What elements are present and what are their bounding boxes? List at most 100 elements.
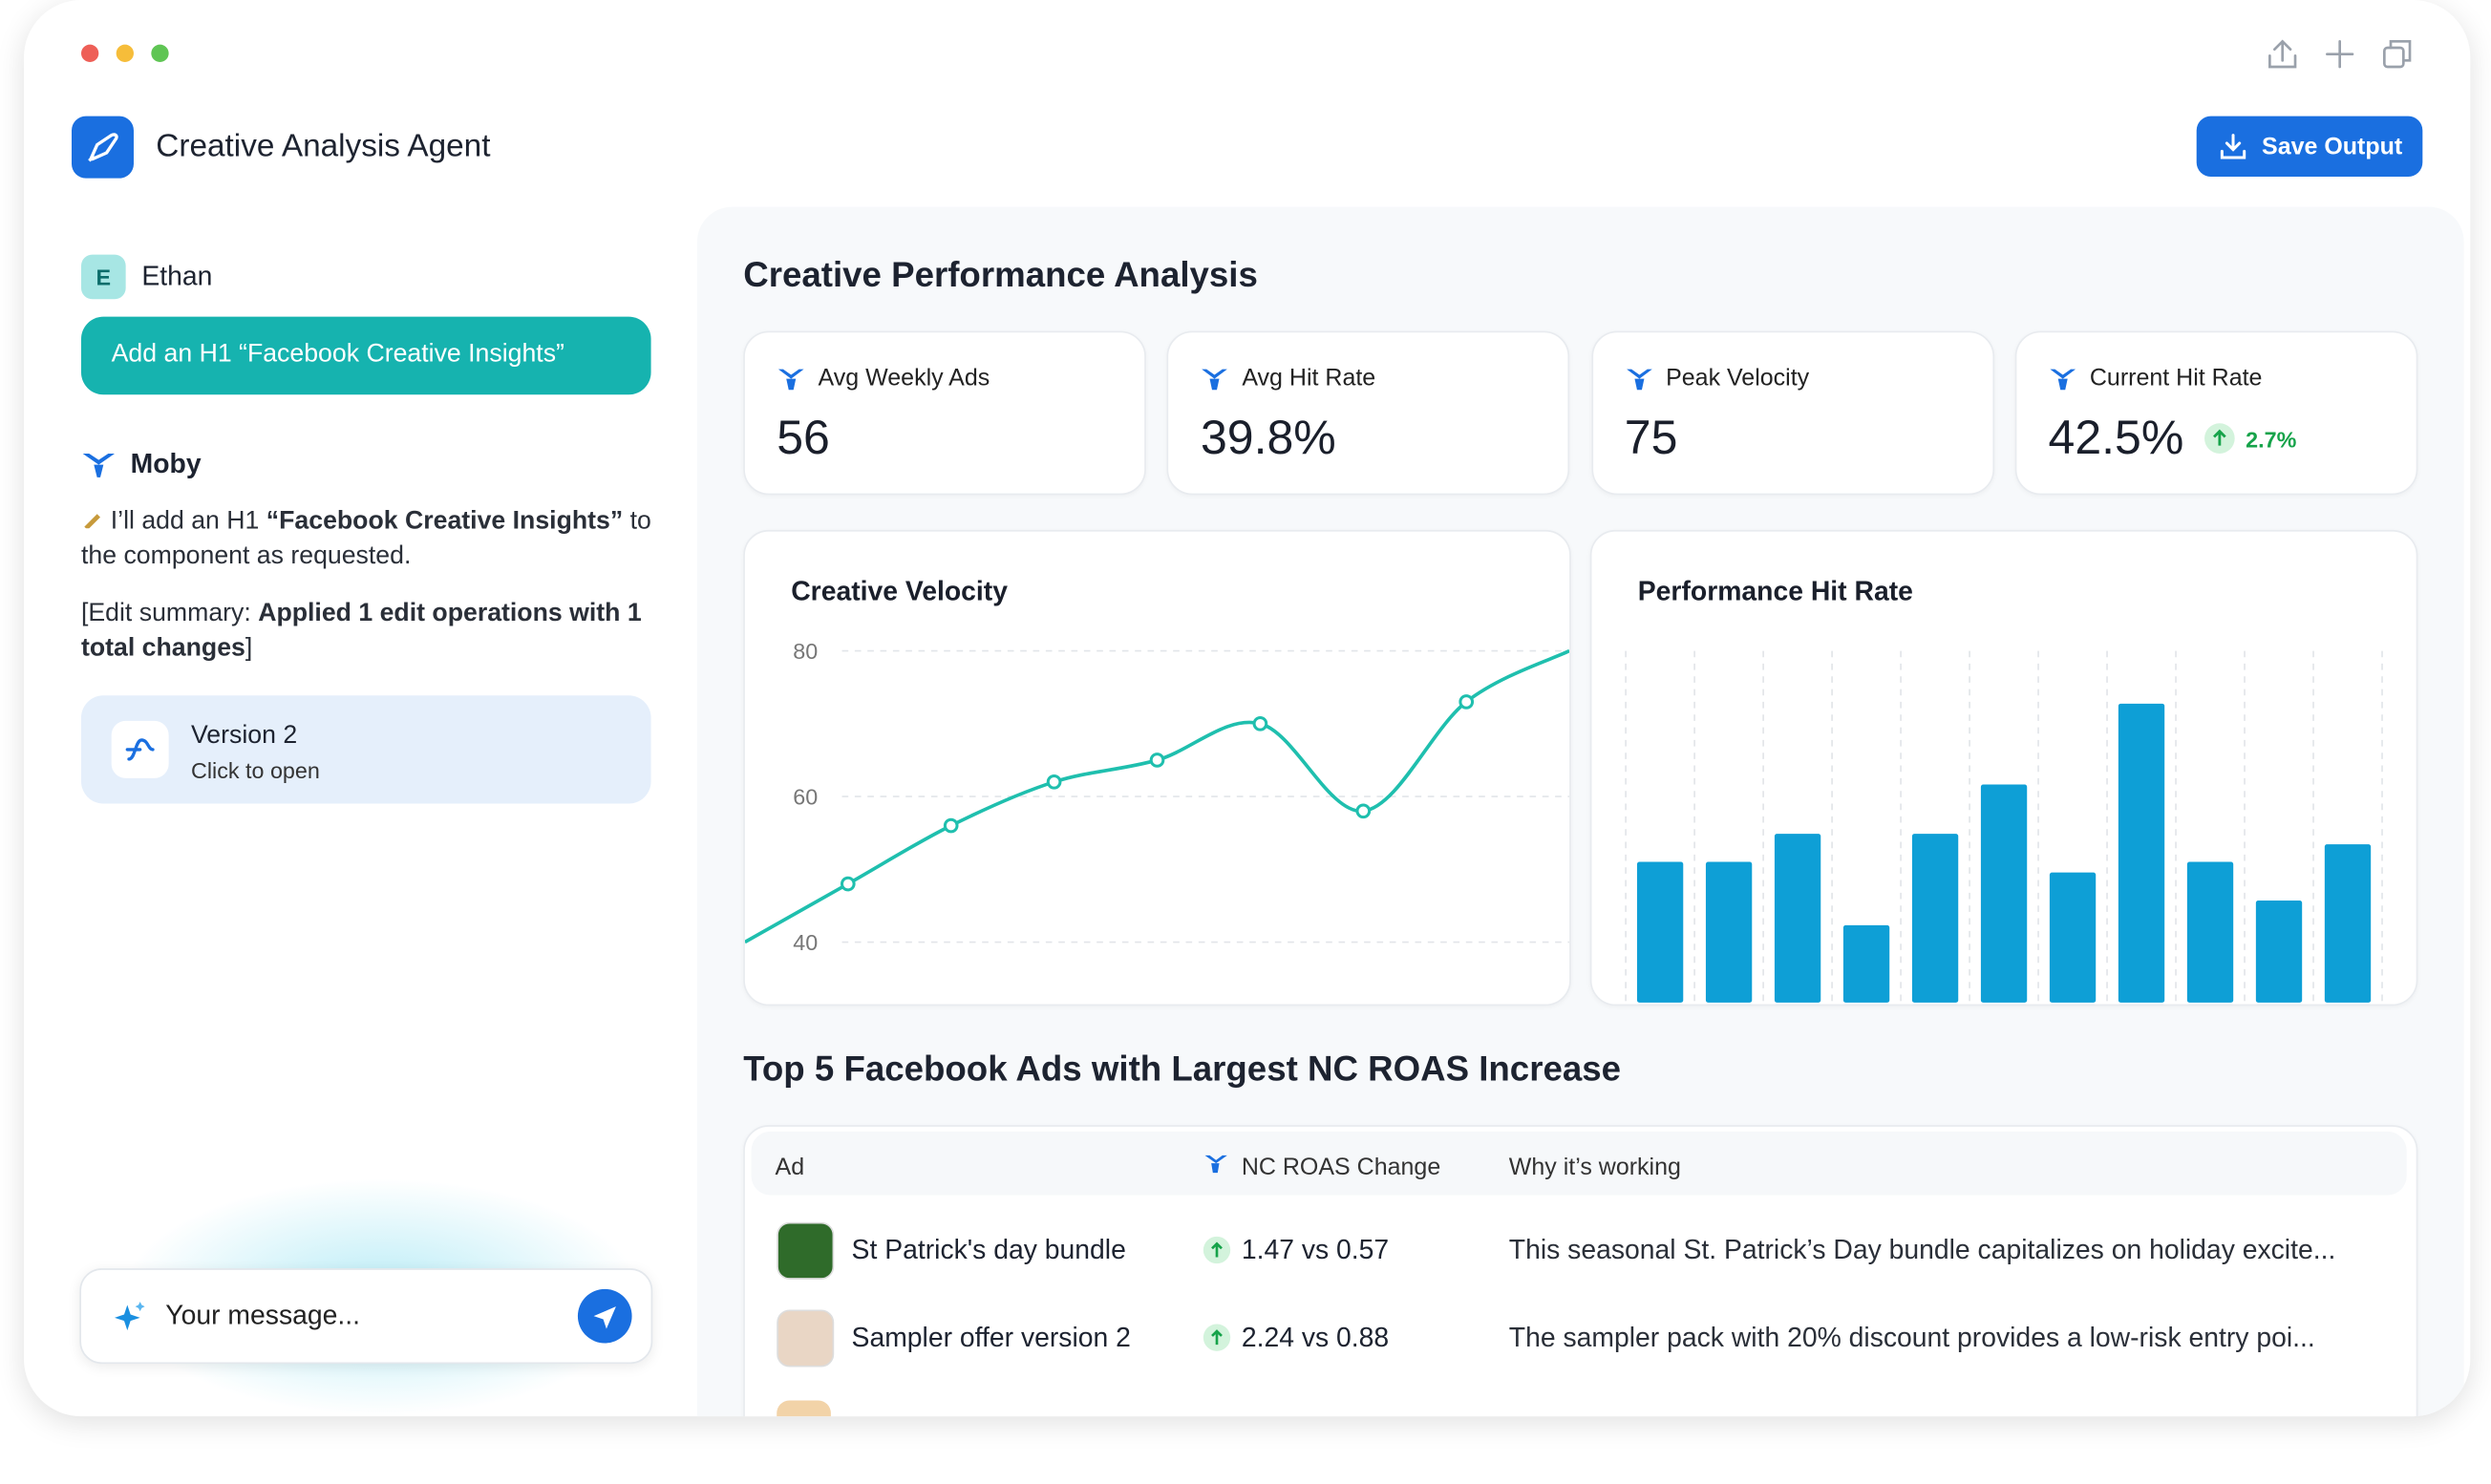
chart-title: Creative Velocity: [791, 576, 1008, 606]
y-tick-label: 80: [793, 639, 818, 664]
send-button[interactable]: [577, 1288, 632, 1344]
version-icon: [111, 720, 169, 778]
bar: [2186, 861, 2234, 1003]
save-button[interactable]: Save Output: [2196, 116, 2423, 177]
point: [1458, 694, 1475, 710]
kpi-label: Peak Velocity: [1666, 364, 1810, 392]
version-card[interactable]: Version 2 Click to open: [80, 695, 651, 804]
save-label: Save Output: [2262, 133, 2403, 161]
y-tick-label: 60: [793, 784, 818, 809]
bar: [1980, 784, 2028, 1003]
ad-thumbnail: [777, 1400, 831, 1417]
version-title: Version 2: [190, 722, 298, 750]
kpi-card: Peak Velocity 75: [1590, 330, 1994, 496]
point: [943, 817, 959, 834]
edit-summary: [Edit summary: Applied 1 edit operations…: [81, 597, 662, 667]
ads-table: Ad NC ROAS Change Why it’s working St Pa…: [743, 1125, 2418, 1417]
input-placeholder: Your message...: [165, 1300, 361, 1331]
table-header: Ad NC ROAS Change Why it’s working: [751, 1131, 2407, 1196]
message-input[interactable]: Your message...: [79, 1268, 653, 1365]
section-title: Creative Performance Analysis: [743, 254, 1258, 295]
point: [1252, 715, 1268, 731]
ad-thumbnail: [777, 1221, 835, 1280]
kpi-value: 56: [777, 412, 830, 465]
ad-name: St Patrick's day bundle: [851, 1235, 1126, 1265]
text: Applied 1 edit operations with 1 total c…: [80, 600, 642, 663]
bar: [2255, 901, 2303, 1003]
sparkle-icon: [114, 1302, 145, 1331]
maximize-dot[interactable]: [151, 44, 169, 62]
download-icon: [2220, 134, 2246, 159]
kpi-label: Current Hit Rate: [2089, 364, 2263, 392]
reason: The sampler pack with 20% discount provi…: [1508, 1322, 2315, 1353]
bar: [2118, 703, 2165, 1003]
user-name: Ethan: [141, 261, 213, 291]
kpi-card: Avg Weekly Ads 56: [743, 330, 1146, 496]
kpi-card: Current Hit Rate 42.5% 2.7%: [2014, 330, 2418, 496]
kpi-label: Avg Weekly Ads: [818, 364, 990, 392]
bar: [1705, 861, 1753, 1003]
reason: This seasonal St. Patrick’s Day bundle c…: [1508, 1235, 2336, 1265]
chart-title: Performance Hit Rate: [1637, 576, 1913, 606]
up-badge: [2204, 423, 2235, 454]
up-badge: [1203, 1324, 1231, 1351]
moby-logo: [2050, 369, 2076, 391]
bar: [2324, 844, 2372, 1003]
line-chart-card: Creative Velocity 40 60 80: [743, 529, 1571, 1007]
kpi-value: 39.8%: [1200, 412, 1336, 465]
point: [1046, 774, 1062, 790]
moby-logo: [1626, 369, 1652, 391]
text: “Facebook Creative Insights”: [266, 507, 624, 535]
bar: [1636, 861, 1684, 1003]
text: ]: [245, 634, 253, 663]
up-arrow: [1211, 1241, 1223, 1258]
up-arrow: [1211, 1329, 1223, 1346]
close-dot[interactable]: [80, 44, 99, 62]
line: [744, 648, 1570, 944]
up-arrow: [2212, 429, 2226, 446]
up-badge: [1203, 1236, 1231, 1264]
moby-logo: [82, 453, 115, 477]
app-logo: [71, 116, 134, 179]
column-header: NC ROAS Change: [1241, 1154, 1441, 1181]
kpi-change: 2.7%: [2246, 426, 2297, 453]
bar: [1774, 834, 1821, 1003]
ad-name: Sampler offer version 2: [851, 1322, 1131, 1353]
minimize-dot[interactable]: [116, 44, 134, 62]
kpi-value: 42.5%: [2048, 412, 2184, 465]
text: to the component as requested.: [80, 507, 651, 570]
text: I’ll add an H1: [110, 507, 266, 535]
bot-message: I’ll add an H1 “Facebook Creative Insigh…: [81, 504, 662, 574]
roas-change: 1.47 vs 0.57: [1241, 1235, 1390, 1265]
bar-chart: [1625, 650, 2383, 1003]
branch-icon: [125, 738, 155, 761]
moby-logo: [1202, 369, 1228, 391]
rocket-icon: [88, 133, 118, 162]
bar: [1911, 834, 1959, 1003]
roas-change: 2.24 vs 0.88: [1241, 1322, 1390, 1353]
send-icon: [593, 1306, 616, 1329]
bot-name: Moby: [130, 448, 202, 479]
bar: [1842, 924, 1890, 1003]
version-hint: Click to open: [190, 757, 320, 783]
point: [1149, 753, 1165, 768]
toolbar-icons[interactable]: [2260, 35, 2435, 74]
window: Creative Analysis Agent Save Output E Et…: [23, 0, 2471, 1417]
kpi-value: 75: [1624, 412, 1678, 465]
point: [1355, 803, 1372, 819]
kpi-label: Avg Hit Rate: [1242, 364, 1376, 392]
kpi-card: Avg Hit Rate 39.8%: [1167, 330, 1570, 496]
column-header: Ad: [775, 1154, 805, 1181]
table-title: Top 5 Facebook Ads with Largest NC ROAS …: [743, 1049, 1622, 1089]
user-message: Add an H1 “Facebook Creative Insights”: [80, 316, 651, 395]
user-avatar: E: [80, 254, 126, 300]
ad-thumbnail: [777, 1309, 835, 1367]
point: [840, 876, 856, 892]
moby-logo: [1204, 1155, 1227, 1174]
text: [Edit summary:: [80, 600, 259, 627]
y-tick-label: 40: [793, 930, 818, 955]
bar: [2049, 872, 2097, 1003]
column-header: Why it’s working: [1508, 1154, 1681, 1181]
